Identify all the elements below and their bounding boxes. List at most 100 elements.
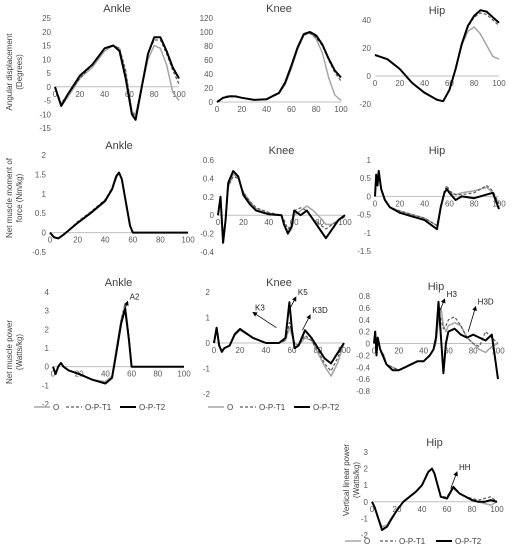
x-tick-label: 40 (419, 347, 428, 356)
row-label-power: Net muscle power (Watts/kg) (5, 320, 24, 384)
series-line-t2 (371, 467, 498, 531)
y-tick-label: 25 (42, 14, 51, 23)
x-tick-label: 100 (492, 79, 506, 88)
y-tick-label: 4 (45, 288, 50, 297)
chart-ang-hip: Hip 40 20 0 -20 0 20 40 60 80 100 (359, 5, 506, 109)
x-tick-label: 60 (127, 370, 136, 379)
x-tick-label: 0 (370, 505, 375, 514)
series-line-t1 (217, 176, 346, 239)
legend-t2-label: O-P-T2 (313, 403, 340, 412)
series-line-t2 (213, 301, 345, 365)
chart-title: Hip (429, 145, 446, 157)
y-tick-label: 2 (42, 151, 47, 160)
x-tick-label: 40 (101, 370, 110, 379)
y-tick-label: -1.5 (357, 247, 371, 256)
row-label-moment-line2: force (Nm/kg) (15, 173, 24, 222)
legend-t1-label: O-P-T1 (399, 537, 426, 546)
y-tick-label: 0 (210, 211, 215, 220)
x-tick-label: 20 (236, 346, 245, 355)
x-tick-label: 100 (492, 199, 506, 208)
y-tick-label: -0.4 (200, 248, 214, 257)
y-tick-label: -0.2 (356, 351, 370, 360)
legend-row3-knee: O O-P-T1 O-P-T2 (208, 403, 340, 412)
series-line-t2 (374, 169, 500, 231)
x-tick-label: 80 (312, 105, 321, 114)
y-tick-label: 0.6 (203, 156, 215, 165)
x-tick-label: 40 (262, 346, 271, 355)
y-tick-label: -2 (361, 531, 369, 540)
y-tick-label: -1 (364, 229, 372, 238)
x-tick-label: 60 (443, 505, 452, 514)
y-tick-label: -0.5 (357, 211, 371, 220)
row-label-moment: Net muscle moment of force (Nm/kg) (5, 157, 24, 238)
series-line-t2 (216, 31, 342, 103)
y-tick-label: 3 (364, 448, 369, 457)
x-tick-label: 20 (395, 199, 404, 208)
y-tick-label: -1 (203, 365, 211, 374)
annotation-arrow (289, 296, 297, 311)
x-tick-label: 40 (262, 105, 271, 114)
x-tick-label: 80 (470, 199, 479, 208)
y-tick-label: 2 (206, 288, 211, 297)
y-tick-label: 0 (364, 498, 369, 507)
chart-title: Ankle (105, 140, 133, 152)
y-tick-label: 0 (42, 229, 47, 238)
y-tick-label: 0.6 (359, 304, 371, 313)
annotation-arrow (252, 311, 277, 329)
x-tick-label: 80 (153, 370, 162, 379)
x-tick-label: 40 (101, 236, 110, 245)
y-tick-label: -15 (39, 124, 51, 133)
row-label-power-line1: Net muscle power (5, 320, 14, 384)
legend-t1-label: O-P-T1 (85, 403, 112, 412)
y-tick-label: 2 (364, 465, 369, 474)
y-tick-label: 2 (45, 325, 50, 334)
x-tick-label: 0 (216, 218, 221, 227)
y-tick-label: 1 (45, 344, 50, 353)
y-tick-label: 5 (47, 69, 52, 78)
chart-title: Knee (266, 3, 292, 15)
y-tick-label: -2 (203, 390, 211, 399)
y-tick-label: 0 (367, 192, 372, 201)
y-tick-label: 20 (362, 44, 371, 53)
x-tick-label: 60 (128, 236, 137, 245)
annotation-arrow (450, 471, 458, 489)
y-tick-label: -0.6 (356, 375, 370, 384)
series-line-t2 (374, 9, 500, 103)
chart-title: Knee (269, 145, 295, 157)
chart-title: Hip (429, 5, 446, 17)
row-label-vertical: Vertical linear power (Watts/kg) (342, 444, 361, 516)
series-line-t2 (49, 171, 188, 240)
row-label-vertical-line2: (Watts/kg) (352, 462, 361, 498)
x-tick-label: 100 (172, 90, 186, 99)
y-tick-label: 100 (200, 28, 214, 37)
x-tick-label: 60 (287, 105, 296, 114)
annotation-arrow (439, 298, 446, 311)
x-tick-label: 80 (469, 347, 478, 356)
x-tick-label: 80 (470, 79, 479, 88)
y-tick-label: 0 (367, 72, 372, 81)
x-tick-label: 40 (418, 505, 427, 514)
y-tick-label: 0.2 (359, 328, 371, 337)
y-tick-label: 0 (366, 340, 371, 349)
x-tick-label: 80 (315, 218, 324, 227)
y-tick-label: 120 (200, 14, 214, 23)
annotation-arrow (302, 314, 311, 331)
legend-row3: O O-P-T1 O-P-T2 (34, 403, 166, 412)
y-tick-label: 10 (42, 55, 51, 64)
y-tick-label: 15 (42, 42, 51, 51)
chart-title: Hip (428, 281, 445, 293)
annotation-arrow (124, 300, 129, 309)
y-tick-label: -5 (44, 97, 52, 106)
y-tick-label: 0 (206, 339, 211, 348)
y-tick-label: 0.5 (35, 209, 47, 218)
annotation-label: A2 (130, 292, 140, 301)
y-tick-label: 60 (204, 56, 213, 65)
annotations: A2 K3 K5 K3D H3 H3D HH (124, 288, 494, 489)
